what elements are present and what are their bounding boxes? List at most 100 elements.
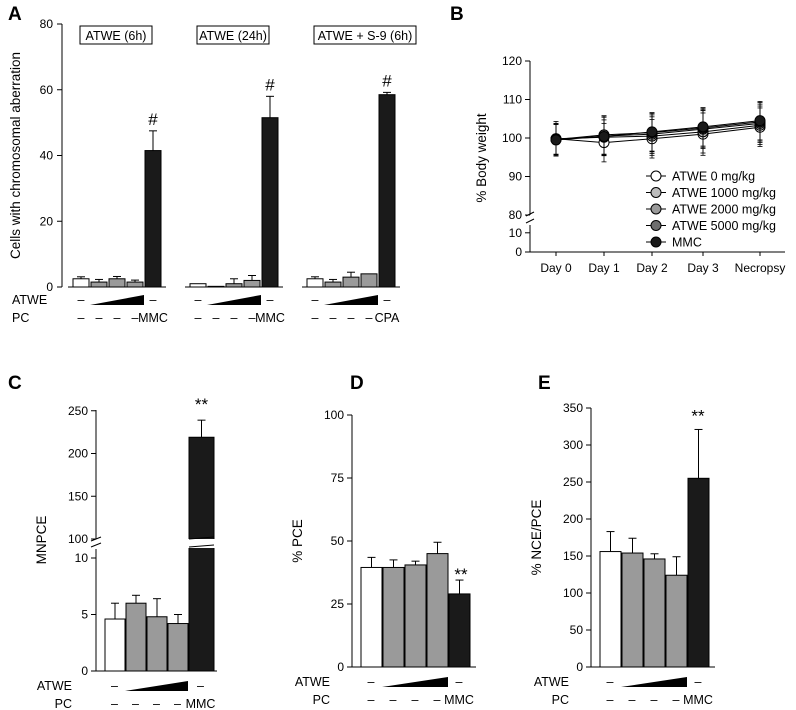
panel-a-bar <box>144 150 162 288</box>
panel-d-y-tick-label: 50 <box>331 534 345 548</box>
panel-b-legend-label: ATWE 5000 mg/kg <box>672 219 776 233</box>
panel-e-y-tick-label: 100 <box>563 586 583 600</box>
panel-a-bar <box>342 276 360 288</box>
panel-d-significance-marker: ** <box>454 565 468 584</box>
panel-c-pc-label: – <box>174 697 181 710</box>
panel-a-dose-wedge <box>207 295 261 305</box>
panel-b-legend-marker <box>650 203 662 215</box>
panel-e-pc-label: MMC <box>683 693 713 707</box>
panel-b-marker <box>646 126 658 138</box>
panel-b-y-tick-label: 120 <box>502 54 522 68</box>
panel-e-bar <box>687 477 710 668</box>
panel-e-y-tick-label: 50 <box>570 623 584 637</box>
panel-b-x-tick-label: Day 0 <box>540 261 572 275</box>
panel-d-bar <box>448 593 471 668</box>
panel-e-significance-marker: ** <box>691 406 705 425</box>
panel-c-y-tick-label: 200 <box>68 447 88 461</box>
panel-a-atwe-minus-label: – <box>312 293 319 307</box>
panel-e-bar <box>665 574 688 668</box>
panel-c-y-tick-label: 5 <box>81 608 88 622</box>
panel-b-x-tick-label: Day 3 <box>687 261 719 275</box>
panel-c-bar-break-edge <box>188 536 215 540</box>
panel-d-y-tick-label: 25 <box>331 597 345 611</box>
panel-letter-a: A <box>8 4 22 25</box>
panel-a-significance-marker: # <box>382 71 392 90</box>
panel-a-dose-wedge <box>90 295 144 305</box>
panel-a-y-tick-label: 40 <box>40 149 54 163</box>
panel-letter-b: B <box>450 4 464 25</box>
panel-c-pc-label: – <box>111 697 118 710</box>
panel-e-y-tick-label: 150 <box>563 549 583 563</box>
panel-d-y-axis-title: % PCE <box>290 519 305 563</box>
panel-d-y-tick-label: 0 <box>337 660 344 674</box>
panel-c-y-axis-title: MNPCE <box>34 516 49 565</box>
panel-a-pc-label: – <box>366 311 373 325</box>
panel-b-x-tick-label: Necropsy <box>735 261 786 275</box>
panel-e-row-label-pc: PC <box>552 693 569 707</box>
panel-c-atwe-minus-label: – <box>111 679 118 693</box>
panel-a-pc-label: – <box>78 311 85 325</box>
panel-a-y-tick-label: 80 <box>40 17 54 31</box>
panel-a-significance-marker: # <box>148 110 158 129</box>
panel-a-atwe-minus-label: – <box>384 293 391 307</box>
panel-b-marker <box>754 115 766 127</box>
panel-d-row-label-atwe: ATWE <box>295 675 330 689</box>
panel-letter-c: C <box>8 373 22 394</box>
panel-a-row-label-atwe: ATWE <box>12 293 47 307</box>
panel-e-y-tick-label: 300 <box>563 438 583 452</box>
panel-b-legend-label: MMC <box>672 236 702 250</box>
panel-c-pc-label: MMC <box>186 697 216 710</box>
panel-a-group-title: ATWE (6h) <box>86 29 147 43</box>
panel-c-bar <box>125 602 147 672</box>
panel-c-axis-break-mark <box>90 542 102 548</box>
panel-d-pc-label: MMC <box>444 693 474 707</box>
panel-c-bar <box>104 618 126 672</box>
panel-a-atwe-minus-label: – <box>195 293 202 307</box>
panel-b-y-tick-label: 0 <box>515 245 522 259</box>
panel-e-y-tick-label: 350 <box>563 401 583 415</box>
panel-a-pc-label: MMC <box>255 311 285 325</box>
panel-a-y-tick-label: 0 <box>46 280 53 294</box>
panel-a-bar <box>90 281 108 288</box>
panel-a-pc-label: – <box>312 311 319 325</box>
panel-c-significance-marker: ** <box>195 395 209 414</box>
panel-c-bar-break-gap <box>187 539 216 548</box>
panel-c-pc-label: – <box>132 697 139 710</box>
panel-a-group-title: ATWE + S-9 (6h) <box>318 29 413 43</box>
panel-a-bar <box>108 278 126 288</box>
panel-c-bar <box>188 436 215 672</box>
panel-e-atwe-minus-label: – <box>695 675 702 689</box>
panel-b-x-tick-label: Day 2 <box>636 261 668 275</box>
panel-a-dose-wedge <box>324 295 378 305</box>
panel-b-axis-break-mark <box>525 218 535 224</box>
panel-b-legend-label: ATWE 1000 mg/kg <box>672 186 776 200</box>
panel-e-y-tick-label: 250 <box>563 475 583 489</box>
panel-b-marker <box>550 134 562 146</box>
panel-b-legend-label: ATWE 0 mg/kg <box>672 170 755 184</box>
panel-c-bar <box>167 623 189 672</box>
panel-d-atwe-minus-label: – <box>456 675 463 689</box>
panel-a-group-title-box <box>313 25 417 45</box>
panel-b-legend-marker <box>650 170 662 182</box>
panel-a-bar <box>207 285 225 288</box>
panel-b-marker <box>697 121 709 133</box>
panel-c-y-tick-label: 0 <box>81 664 88 678</box>
panel-d-y-tick-label: 75 <box>331 471 345 485</box>
panel-a-bar <box>189 283 207 288</box>
panel-a-atwe-minus-label: – <box>267 293 274 307</box>
panel-b-x-tick-label: Day 1 <box>588 261 620 275</box>
panel-a-pc-label: – <box>195 311 202 325</box>
panel-a-pc-label: CPA <box>375 311 400 325</box>
panel-d-bar <box>404 564 427 668</box>
panel-d-pc-label: – <box>434 693 441 707</box>
panel-b-y-tick-label: 80 <box>509 208 523 222</box>
panel-e-pc-label: – <box>673 693 680 707</box>
panel-e-bar <box>643 558 666 668</box>
panel-d-row-label-pc: PC <box>313 693 330 707</box>
panel-a-pc-label: – <box>231 311 238 325</box>
panel-b-legend-marker <box>650 187 662 198</box>
panel-b-legend-label: ATWE 2000 mg/kg <box>672 203 776 217</box>
panel-a-bar <box>306 278 324 288</box>
panel-e-pc-label: – <box>607 693 614 707</box>
panel-a-bar <box>243 279 261 288</box>
